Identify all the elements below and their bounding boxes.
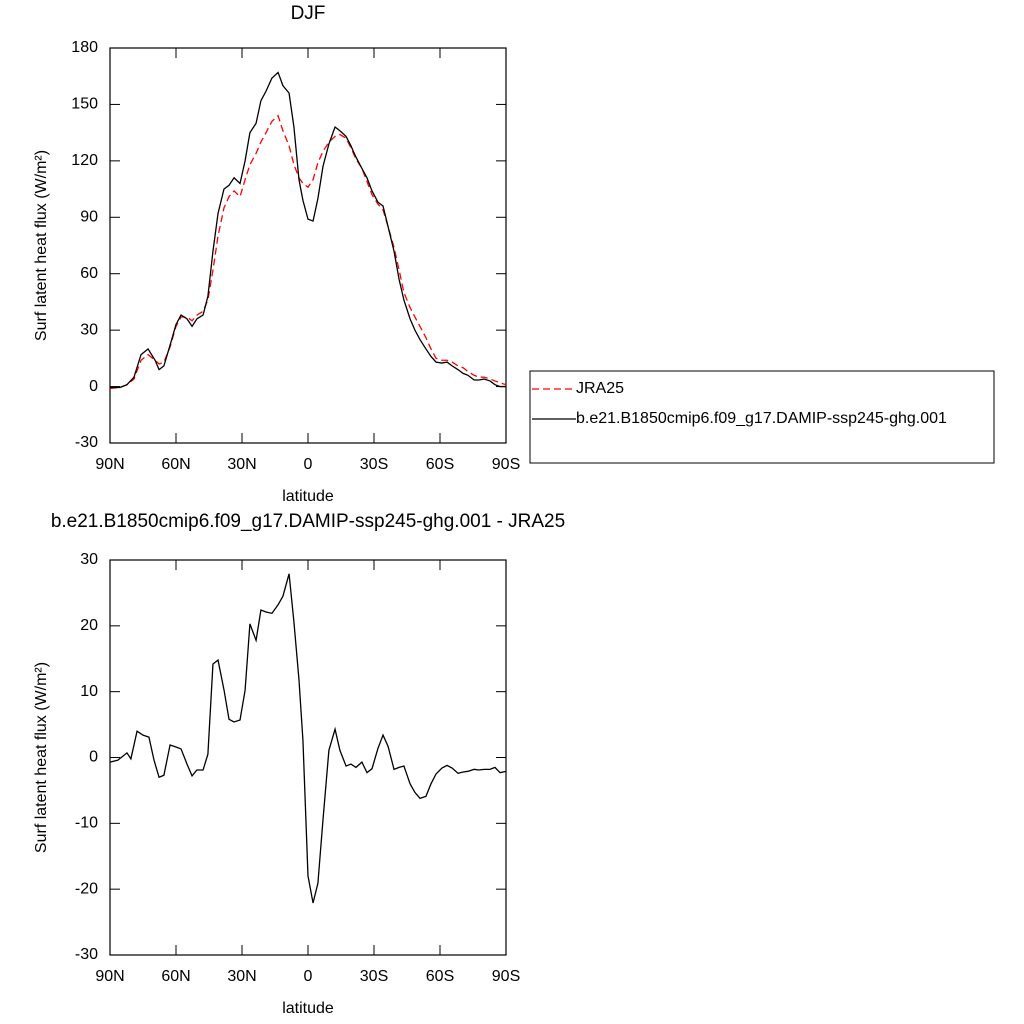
data-line xyxy=(109,573,507,904)
y-tick-label: 10 xyxy=(80,683,98,700)
x-tick-label: 30S xyxy=(360,968,388,985)
x-tick-label: 60S xyxy=(426,968,454,985)
data-line xyxy=(109,114,507,390)
x-axis-label: latitude xyxy=(282,1000,334,1017)
x-tick-label: 90N xyxy=(95,968,124,985)
x-axis-label: latitude xyxy=(282,488,334,505)
chart-title: b.e21.B1850cmip6.f09_g17.DAMIP-ssp245-gh… xyxy=(51,511,565,532)
x-tick-label: 60N xyxy=(161,968,190,985)
x-tick-label: 30N xyxy=(227,968,256,985)
y-tick-label: -30 xyxy=(75,946,98,963)
y-tick-label: -20 xyxy=(75,880,98,897)
x-tick-label: 60N xyxy=(161,456,190,473)
y-tick-label: 20 xyxy=(80,617,98,634)
data-line xyxy=(110,71,506,389)
x-tick-label: 90N xyxy=(95,456,124,473)
y-tick-label: 150 xyxy=(71,96,98,113)
y-axis-label: Surf latent heat flux (W/m²) xyxy=(33,150,50,341)
chart-title: DJF xyxy=(291,3,326,24)
y-tick-label: -10 xyxy=(75,815,98,832)
x-tick-label: 0 xyxy=(304,456,313,473)
y-tick-label: 120 xyxy=(71,152,98,169)
y-tick-label: 60 xyxy=(80,265,98,282)
x-tick-label: 30S xyxy=(360,456,388,473)
x-tick-label: 0 xyxy=(304,968,313,985)
x-tick-label: 90S xyxy=(492,456,520,473)
y-tick-label: 0 xyxy=(89,749,98,766)
legend-label: b.e21.B1850cmip6.f09_g17.DAMIP-ssp245-gh… xyxy=(576,410,947,427)
y-axis-label: Surf latent heat flux (W/m²) xyxy=(33,662,50,853)
y-tick-label: 30 xyxy=(80,321,98,338)
y-tick-label: 90 xyxy=(80,209,98,226)
legend-frame xyxy=(529,370,995,464)
y-tick-label: 30 xyxy=(80,551,98,568)
plot-frame xyxy=(109,47,507,444)
x-tick-label: 60S xyxy=(426,456,454,473)
x-tick-label: 90S xyxy=(492,968,520,985)
x-tick-label: 30N xyxy=(227,456,256,473)
plot-frame xyxy=(109,559,507,956)
y-tick-label: 180 xyxy=(71,39,98,56)
y-tick-label: -30 xyxy=(75,434,98,451)
y-tick-label: 0 xyxy=(89,378,98,395)
legend-label: JRA25 xyxy=(576,380,624,397)
